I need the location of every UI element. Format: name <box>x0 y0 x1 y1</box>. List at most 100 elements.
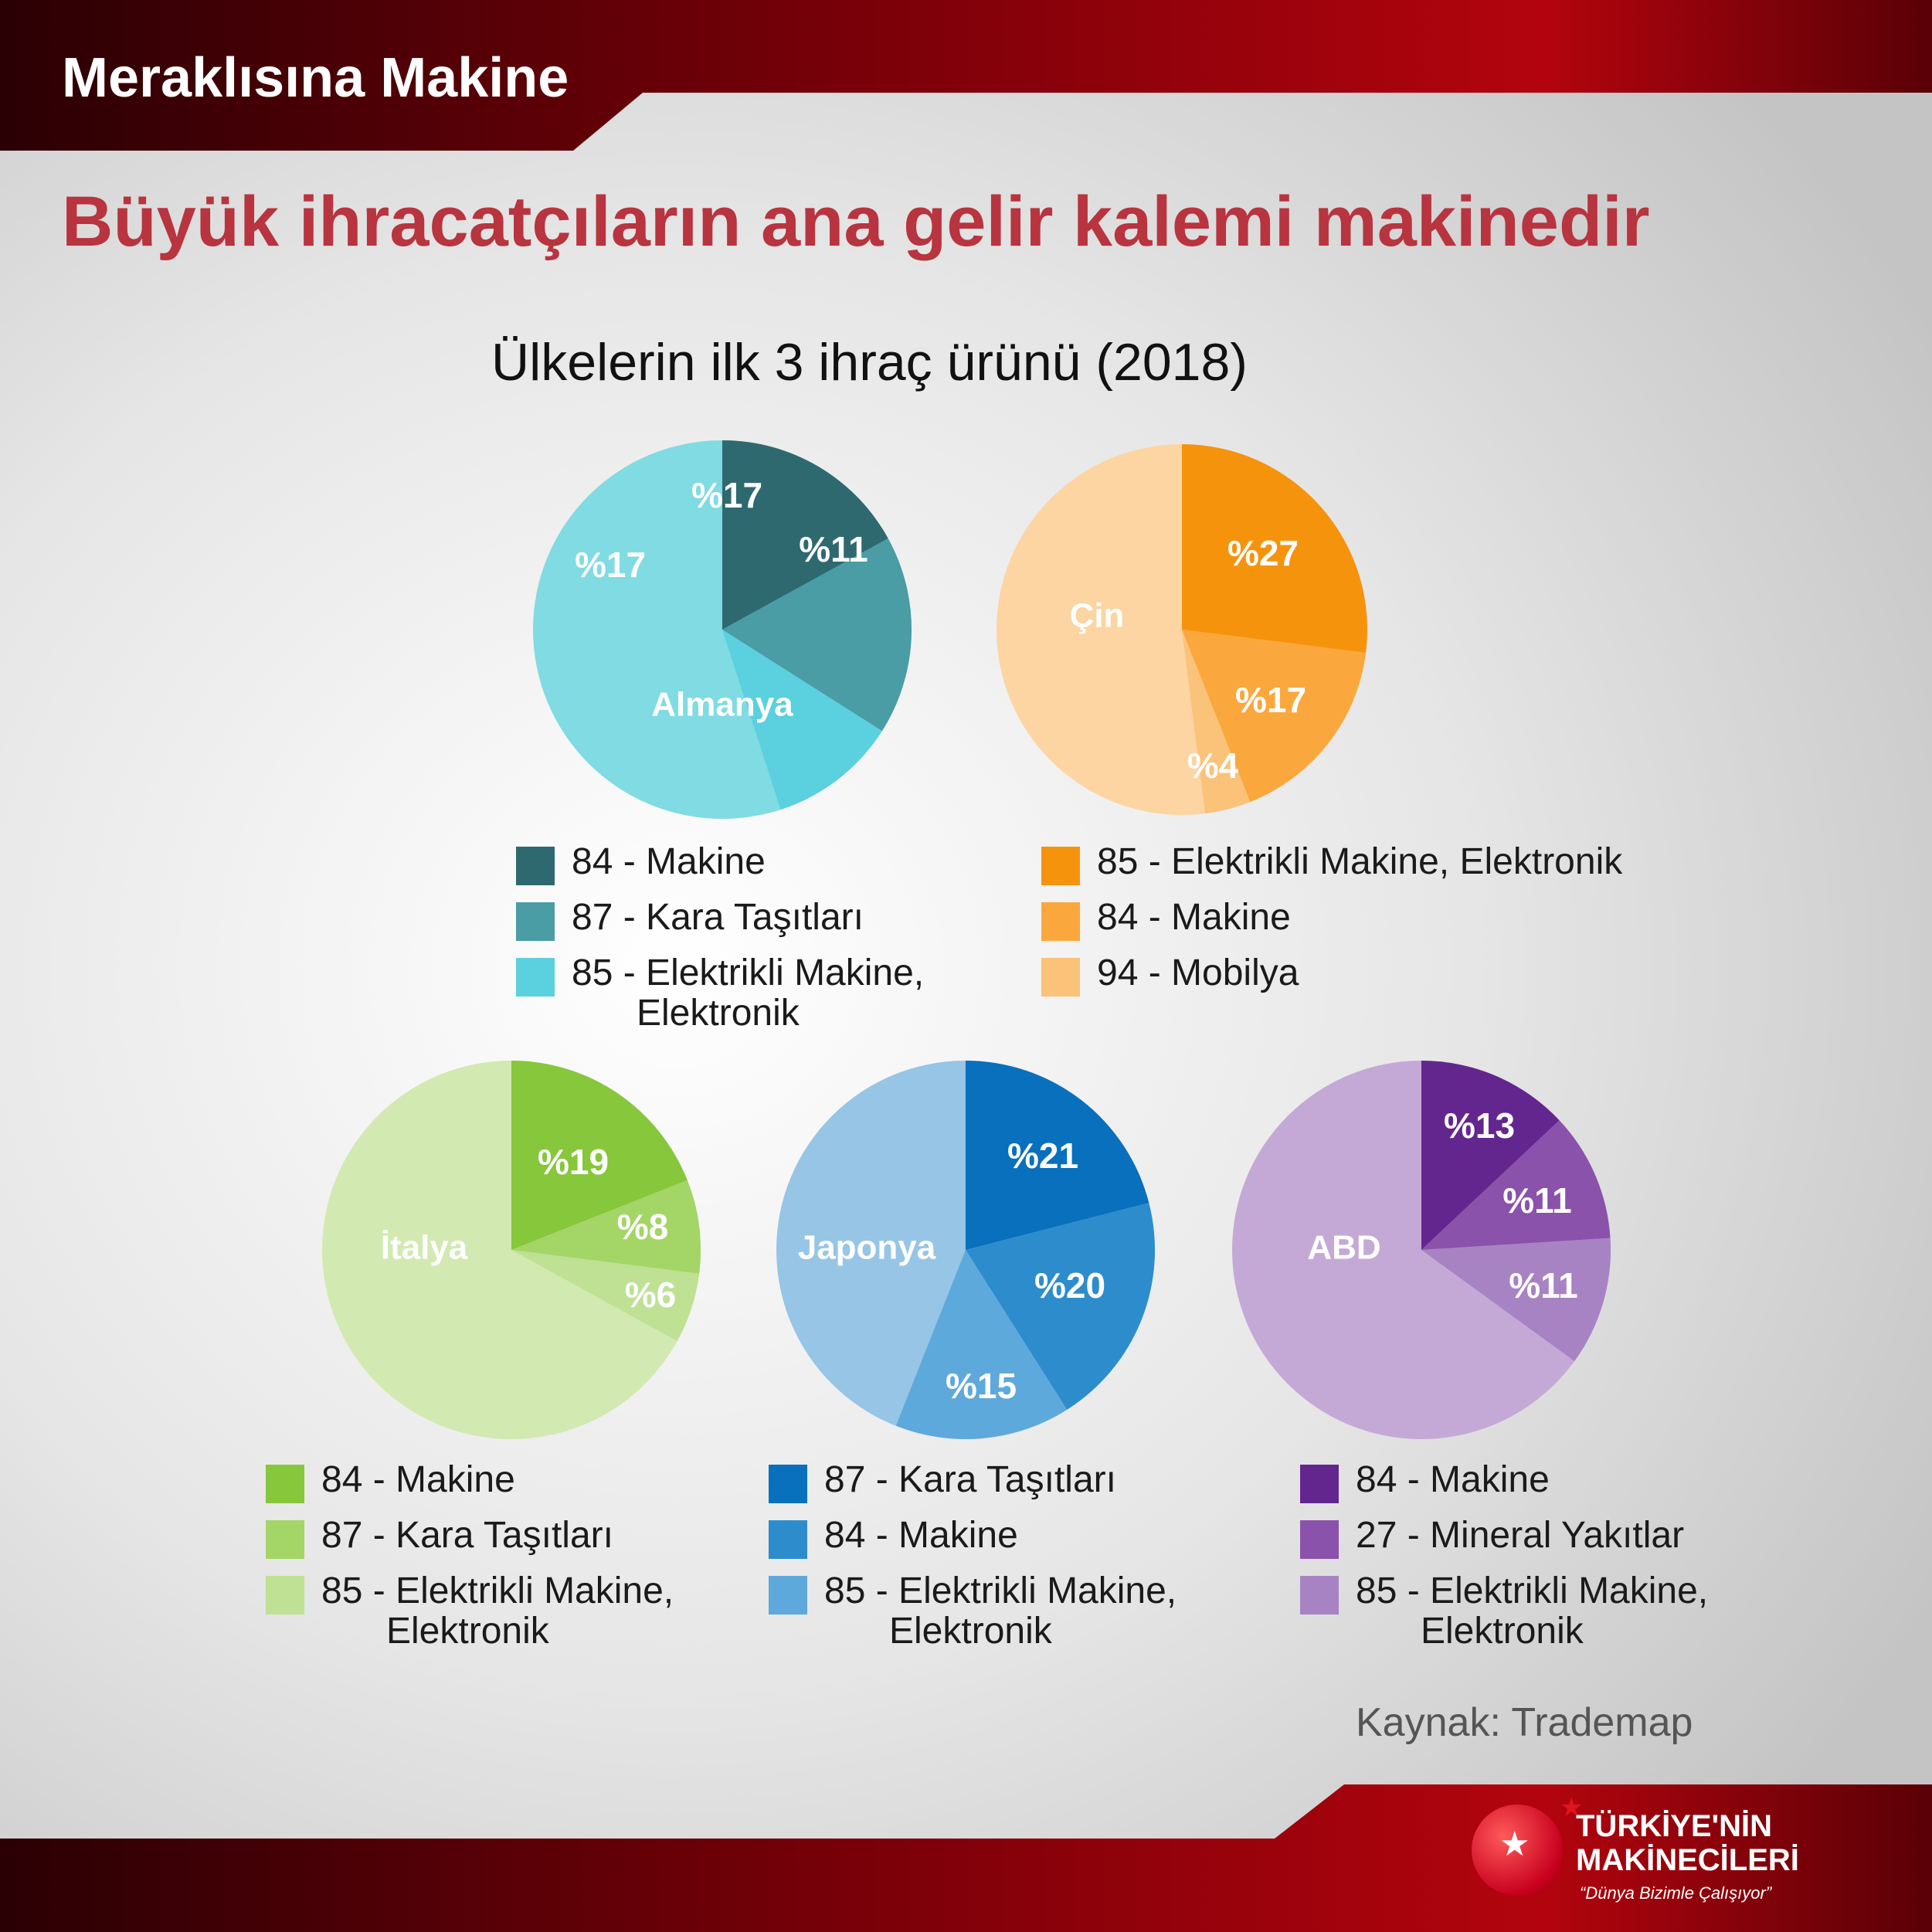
legend-swatch <box>1300 1465 1339 1503</box>
pie-slice <box>895 1250 1068 1440</box>
data-label: %11 <box>1509 1265 1578 1306</box>
source-note: Kaynak: Trademap <box>1356 1700 1693 1745</box>
legend-swatch <box>266 1520 304 1559</box>
legend-italya: 84 - Makine 87 - Kara Taşıtları 85 - Elekt… <box>266 1460 674 1667</box>
country-label: İtalya <box>381 1229 468 1267</box>
pie-italya: %19%8 %6 İtalya <box>322 1061 701 1439</box>
legend-label: 94 - Mobilya <box>1097 952 1299 993</box>
legend-swatch <box>516 847 555 885</box>
country-label: Japonya <box>798 1229 936 1267</box>
legend-label: 85 - Elektrikli Makine, Elektronik <box>321 1570 674 1652</box>
data-label: %8 <box>617 1207 668 1247</box>
logo-text-line2: MAKİNECİLERİ <box>1576 1843 1799 1877</box>
legend-swatch <box>1041 902 1080 941</box>
legend-cin: 85 - Elektrikli Makine, Elektronik 84 - M… <box>1041 842 1622 1009</box>
legend-item: 84 - Makine <box>1041 897 1622 941</box>
pie-slice <box>1182 630 1251 814</box>
data-label: %15 <box>946 1366 1017 1406</box>
pie-slice <box>966 1061 1149 1250</box>
legend-abd: 84 - Makine 27 - Mineral Yakıtlar 85 - Ele… <box>1300 1460 1708 1667</box>
pie-japonya: %21 %20 %15 Japonya <box>776 1061 1155 1440</box>
legend-label: 84 - Makine <box>824 1515 1018 1556</box>
data-label: %6 <box>625 1275 676 1315</box>
legend-label: 87 - Kara Taşıtları <box>572 897 864 938</box>
pie-slice <box>1182 630 1367 803</box>
data-label: %17 <box>575 545 646 585</box>
legend-swatch <box>1300 1520 1339 1559</box>
legend-item: 87 - Kara Taşıtları <box>266 1515 674 1559</box>
legend-item: 87 - Kara Taşıtları <box>769 1459 1177 1503</box>
legend-label: 85 - Elektrikli Makine, Elektronik <box>1097 841 1623 882</box>
legend-item: 84 - Makine <box>516 841 924 885</box>
legend-label: 85 - Elektrikli Makine, Elektronik <box>824 1570 1177 1652</box>
legend-item: 87 - Kara Taşıtları <box>516 897 924 941</box>
data-label: %11 <box>799 529 868 569</box>
pie-abd: %13 %11 %11 ABD <box>1232 1061 1611 1439</box>
legend-swatch <box>266 1465 304 1503</box>
pie-slice <box>1421 1238 1611 1362</box>
logo-text-line1: TÜRKİYE'NİN <box>1576 1809 1772 1843</box>
pie-slice <box>511 1061 688 1250</box>
country-label: ABD <box>1307 1229 1380 1267</box>
legend-swatch <box>769 1520 807 1559</box>
data-label: %20 <box>1034 1265 1105 1306</box>
legend-swatch <box>516 902 555 941</box>
legend-japonya: 87 - Kara Taşıtları 84 - Makine 85 - Elekt… <box>769 1460 1177 1667</box>
section-label: Meraklısına Makine <box>62 47 569 109</box>
legend-swatch <box>769 1465 807 1503</box>
data-label: %17 <box>691 475 762 515</box>
chart-subtitle: Ülkelerin ilk 3 ihraç ürünü (2018) <box>491 333 1248 392</box>
data-label: %17 <box>1235 680 1306 720</box>
data-label: %21 <box>1007 1136 1078 1176</box>
star-icon: ★ <box>1499 1825 1530 1863</box>
legend-item: 84 - Makine <box>769 1515 1177 1559</box>
legend-almanya: 84 - Makine 87 - Kara Taşıtları 85 - Elekt… <box>516 842 924 1049</box>
legend-swatch <box>1041 847 1080 885</box>
legend-label: 84 - Makine <box>572 841 766 882</box>
legend-item: 84 - Makine <box>266 1459 674 1503</box>
logo-circle <box>1472 1805 1563 1896</box>
legend-item: 85 - Elektrikli Makine, Elektronik <box>516 953 924 1034</box>
pie-slice <box>511 1250 700 1342</box>
pie-almanya: %17 %17 %11 Almanya <box>533 440 912 819</box>
legend-label: 87 - Kara Taşıtları <box>824 1459 1116 1500</box>
legend-label: 84 - Makine <box>1097 897 1291 938</box>
data-label: %13 <box>1444 1105 1515 1146</box>
legend-label: 27 - Mineral Yakıtlar <box>1356 1515 1685 1556</box>
legend-swatch <box>266 1576 304 1615</box>
data-label: %11 <box>1502 1180 1572 1221</box>
legend-label: 85 - Elektrikli Makine, Elektronik <box>1356 1570 1709 1652</box>
legend-swatch <box>516 958 555 997</box>
data-label: %4 <box>1187 745 1239 786</box>
legend-label: 84 - Makine <box>321 1459 515 1500</box>
pie-slice <box>511 1180 701 1274</box>
pie-slice <box>966 1203 1155 1410</box>
small-star-icon: ★ <box>1560 1793 1584 1822</box>
data-label: %19 <box>538 1142 609 1182</box>
pie-cin: %27 %17 %4 Çin <box>997 444 1368 815</box>
legend-label: 87 - Kara Taşıtları <box>321 1515 613 1556</box>
pie-slice <box>722 538 912 732</box>
legend-item: 85 - Elektrikli Makine, Elektronik <box>1300 1571 1708 1652</box>
legend-item: 27 - Mineral Yakıtlar <box>1300 1515 1708 1559</box>
legend-item: 85 - Elektrikli Makine, Elektronik <box>266 1571 674 1652</box>
legend-label: 84 - Makine <box>1356 1459 1550 1500</box>
pie-slice <box>1421 1120 1611 1250</box>
pie-slice <box>1182 444 1368 654</box>
legend-swatch <box>769 1576 807 1615</box>
legend-item: 85 - Elektrikli Makine, Elektronik <box>1041 841 1623 885</box>
legend-item: 94 - Mobilya <box>1041 952 1622 997</box>
legend-swatch <box>1300 1576 1339 1615</box>
legend-item: 85 - Elektrikli Makine, Elektronik <box>769 1571 1177 1652</box>
legend-label: 85 - Elektrikli Makine, Elektronik <box>572 952 925 1034</box>
pie-slice <box>722 440 888 630</box>
brand-logo: ★ ★ TÜRKİYE'NİN MAKİNECİLERİ “Dünya Bizi… <box>1472 1792 1811 1908</box>
pie-slice <box>1421 1061 1560 1250</box>
logo-slogan: “Dünya Bizimle Çalışıyor” <box>1580 1883 1772 1903</box>
country-label: Almanya <box>651 686 793 724</box>
pie-slice <box>722 630 882 810</box>
page-title: Büyük ihracatçıların ana gelir kalemi ma… <box>62 182 1650 261</box>
data-label: %27 <box>1227 533 1299 573</box>
country-label: Çin <box>1070 597 1125 635</box>
